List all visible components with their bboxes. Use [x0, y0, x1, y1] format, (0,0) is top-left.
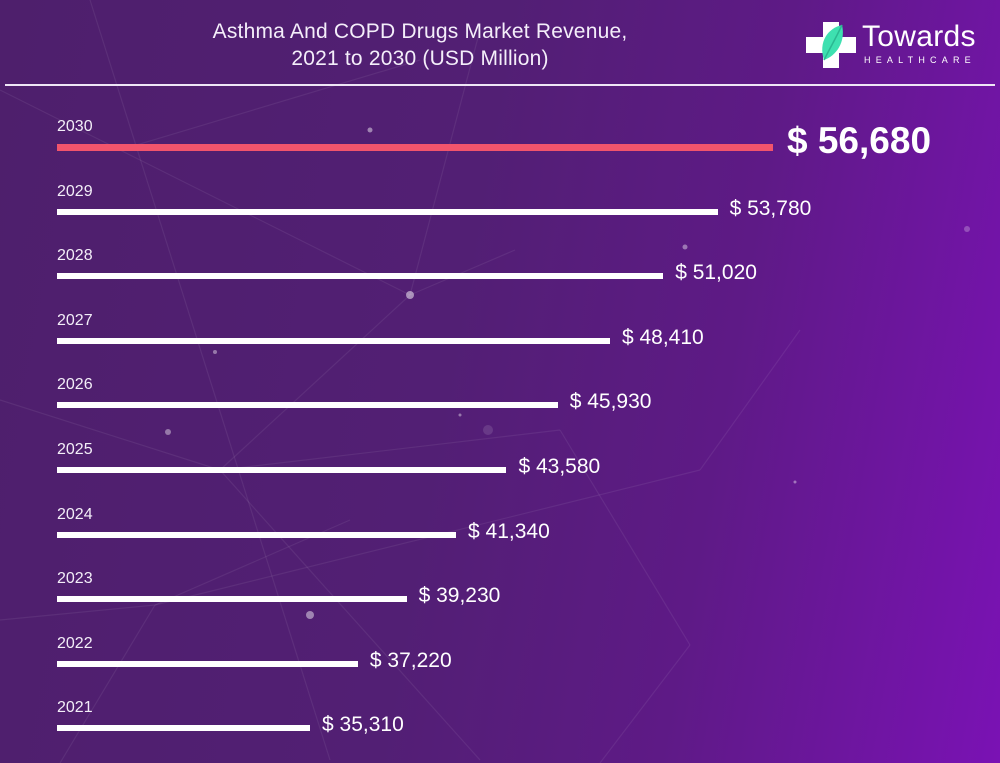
- logo-subtitle: HEALTHCARE: [864, 55, 976, 65]
- category-label-2026: 2026: [57, 376, 93, 394]
- value-label-2022: $ 37,220: [369, 648, 452, 672]
- bar-2029: [57, 208, 718, 215]
- category-label-2025: 2025: [57, 441, 93, 458]
- chart-title: Asthma And COPD Drugs Market Revenue, 20…: [100, 18, 740, 72]
- header-divider: [5, 84, 995, 86]
- category-label-2023: 2023: [57, 570, 93, 588]
- bar-2030: [57, 144, 773, 151]
- category-label-2021: 2021: [57, 699, 93, 717]
- value-label-2024: $ 41,340: [468, 519, 550, 543]
- value-label-2026: $ 45,930: [569, 390, 652, 414]
- value-label-2027: $ 48,410: [621, 325, 704, 349]
- towards-healthcare-logo: Towards HEALTHCARE: [806, 20, 986, 70]
- category-label-2029: 2029: [57, 182, 93, 200]
- bar-2027: [57, 337, 610, 344]
- chart-title-line-1: Asthma And COPD Drugs Market Revenue,: [212, 20, 628, 43]
- chart-title-line-2: 2021 to 2030 (USD Million): [291, 47, 549, 70]
- value-label-2023: $ 39,230: [418, 584, 501, 608]
- category-label-2024: 2024: [57, 505, 93, 523]
- category-label-2022: 2022: [57, 634, 93, 652]
- bar-2024: [57, 531, 457, 538]
- category-label-2027: 2027: [57, 311, 93, 329]
- medical-cross-leaf-icon: [806, 22, 856, 68]
- bar-2023: [57, 596, 407, 603]
- category-label-2028: 2028: [57, 247, 93, 265]
- bar-2026: [57, 402, 558, 409]
- logo-brand-name: Towards: [862, 20, 976, 53]
- value-label-2025: $ 43,580: [518, 455, 601, 478]
- bar-2028: [57, 273, 664, 280]
- category-label-2030: 2030: [57, 118, 93, 135]
- bar-2022: [57, 660, 358, 667]
- value-label-2021: $ 35,310: [322, 713, 404, 737]
- bar-2021: [57, 725, 310, 732]
- value-label-2030: $ 56,680: [787, 120, 932, 161]
- bar-2025: [57, 467, 507, 473]
- value-label-2029: $ 53,780: [729, 196, 812, 220]
- value-label-2028: $ 51,020: [675, 261, 757, 285]
